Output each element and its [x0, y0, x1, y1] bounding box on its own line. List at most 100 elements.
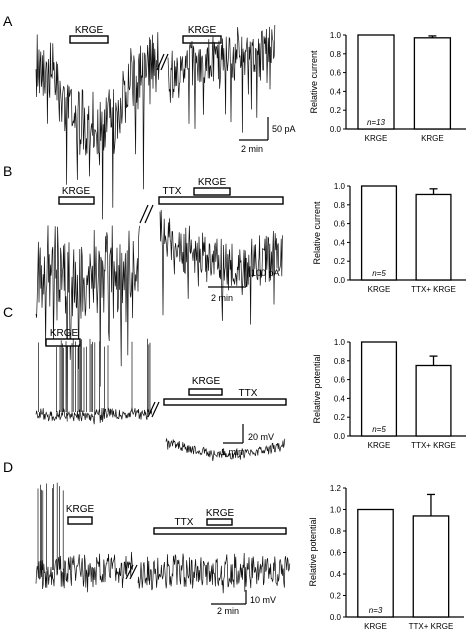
- axis-break: [147, 401, 160, 418]
- scale-bar: [223, 424, 244, 444]
- y-tick-label: 0.2: [330, 106, 342, 115]
- drug-application-bar: [206, 518, 233, 526]
- scale-bar: [239, 117, 269, 141]
- bar-chart: Relative potential 0.0 0.2 0.4 0.6 0.8 1.0 1.2…: [308, 484, 464, 631]
- current-trace: [35, 225, 141, 422]
- drug-bar-label: TTX: [239, 388, 258, 399]
- drug-bar-label: KRGE: [75, 25, 104, 36]
- scale-bar: [208, 258, 247, 288]
- y-tick-label: 0.8: [330, 50, 342, 59]
- y-tick-label: 0.0: [334, 432, 346, 441]
- drug-bar-label: KRGE: [206, 508, 235, 519]
- bar: [415, 364, 452, 437]
- scale-bar-x-label: 2 min: [241, 144, 263, 154]
- scale-bar-x-label: 2 min: [211, 293, 233, 303]
- drug-bar-label: KRGE: [198, 177, 227, 188]
- y-tick-label: 0.4: [334, 238, 346, 247]
- drug-bar-label: KRGE: [66, 504, 95, 515]
- y-axis-label: Relative potential: [312, 354, 322, 423]
- voltage-trace: [165, 438, 286, 462]
- drug-application-bar: [58, 196, 95, 205]
- current-trace: [167, 24, 276, 133]
- y-tick-label: 0.4: [330, 570, 342, 579]
- y-axis-label: Relative current: [312, 201, 322, 265]
- x-tick-label: KRGE: [365, 134, 388, 143]
- scale-bar-x-label: 1 min: [221, 447, 243, 457]
- x-tick-label: TTX+ KRGE: [411, 285, 456, 294]
- axis-break: [156, 53, 169, 71]
- y-tick-label: 0.4: [334, 394, 346, 403]
- y-tick-label: 0.4: [330, 87, 342, 96]
- bar: [360, 341, 398, 437]
- y-tick-label: 0.2: [334, 413, 346, 422]
- bar: [357, 34, 395, 130]
- scale-bar-y-label: 100 pA: [251, 268, 280, 278]
- drug-application-bar: [193, 187, 231, 196]
- panel-d: D KRGE TTX KRGE 10 mV 2 min Relative pot…: [3, 459, 464, 631]
- drug-bar-label: TTX: [175, 517, 194, 528]
- y-tick-label: 0.2: [330, 592, 342, 601]
- axis-break: [139, 204, 154, 224]
- voltage-trace: [35, 551, 133, 593]
- axis-break: [125, 564, 138, 580]
- drug-application-bar: [158, 196, 284, 205]
- y-tick-label: 0.0: [334, 276, 346, 285]
- drug-bar-label: KRGE: [62, 186, 91, 197]
- scale-bar-x-label: 2 min: [217, 606, 239, 616]
- scale-bar-y-label: 20 mV: [248, 432, 274, 442]
- y-tick-label: 0.8: [334, 357, 346, 366]
- bar-chart: Relative current 0.0 0.2 0.4 0.6 0.8 1.0 KRGE T…: [312, 182, 466, 294]
- n-label: n=3: [369, 606, 383, 615]
- bar: [415, 193, 452, 281]
- drug-bar-label: TTX: [163, 186, 182, 197]
- bar: [413, 37, 452, 130]
- n-label: n=5: [372, 269, 386, 278]
- x-tick-label: TTX+ KRGE: [409, 622, 454, 631]
- y-tick-label: 0.6: [330, 69, 342, 78]
- drug-application-bar: [182, 35, 222, 44]
- y-tick-label: 0.6: [334, 220, 346, 229]
- panel-label: B: [3, 163, 12, 179]
- panel-a: A KRGE KRGE 50 pA 2 min Relative current…: [3, 13, 466, 220]
- x-tick-label: KRGE: [421, 134, 444, 143]
- y-tick-label: 1.2: [330, 484, 342, 493]
- bar-chart: Relative current 0.0 0.2 0.4 0.6 0.8 1.0 KRGE K…: [309, 31, 466, 143]
- panel-label: A: [3, 13, 13, 29]
- panel-label: C: [3, 304, 13, 320]
- drug-application-bar: [163, 398, 287, 406]
- panel-label: D: [3, 459, 13, 475]
- drug-application-bar: [67, 516, 93, 525]
- x-tick-label: KRGE: [368, 285, 391, 294]
- n-label: n=5: [372, 425, 386, 434]
- y-tick-label: 0.2: [334, 257, 346, 266]
- voltage-trace: [137, 552, 291, 594]
- y-tick-label: 0.8: [334, 201, 346, 210]
- current-trace: [159, 209, 283, 325]
- x-tick-label: TTX+ KRGE: [411, 441, 456, 450]
- drug-application-bar: [45, 338, 81, 347]
- y-tick-label: 1.0: [330, 31, 342, 40]
- x-tick-label: KRGE: [364, 622, 387, 631]
- drug-bar-label: KRGE: [192, 376, 221, 387]
- y-tick-label: 1.0: [334, 338, 346, 347]
- y-axis-label: Relative current: [309, 50, 319, 114]
- action-potential-spikes: [38, 338, 151, 412]
- bar: [357, 508, 394, 618]
- voltage-trace: [35, 407, 153, 425]
- y-tick-label: 0.0: [330, 125, 342, 134]
- y-tick-label: 0.6: [334, 376, 346, 385]
- bar: [412, 515, 450, 618]
- action-potential-spikes: [37, 482, 64, 570]
- scale-bar-y-label: 50 pA: [272, 124, 296, 134]
- current-trace: [35, 32, 160, 220]
- panel-c: C KRGE KRGE TTX 20 mV 1 min Relative pot…: [3, 304, 466, 462]
- y-tick-label: 0.8: [330, 527, 342, 536]
- n-label: n=13: [367, 118, 386, 127]
- drug-bar-label: KRGE: [188, 25, 217, 36]
- drug-application-bar: [153, 527, 287, 535]
- drug-bar-label: KRGE: [50, 328, 79, 339]
- scale-bar: [211, 590, 247, 605]
- x-tick-label: KRGE: [368, 441, 391, 450]
- y-tick-label: 1.0: [334, 182, 346, 191]
